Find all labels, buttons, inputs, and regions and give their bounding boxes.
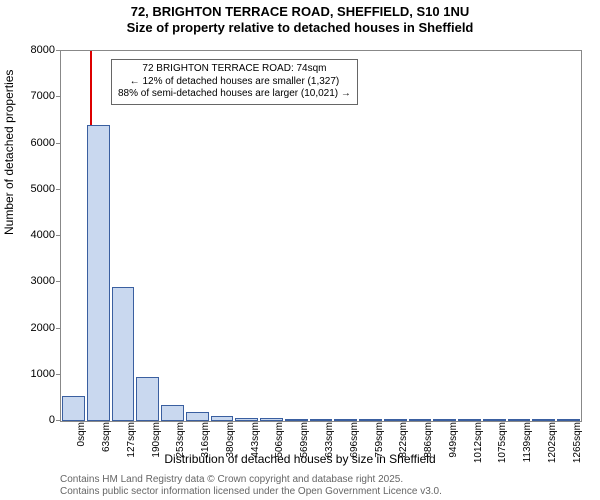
footer-line2: Contains public sector information licen… — [60, 486, 442, 498]
ytick-label: 5000 — [5, 183, 55, 195]
histogram-bar — [483, 419, 506, 421]
xtick-label: 949sqm — [448, 422, 459, 472]
histogram-bar — [285, 419, 308, 421]
xtick-label: 1265sqm — [572, 422, 583, 472]
xtick-label: 1139sqm — [522, 422, 533, 472]
annot-line1: 72 BRIGHTON TERRACE ROAD: 74sqm — [118, 63, 351, 76]
histogram-bar — [87, 125, 110, 421]
ytick-label: 8000 — [5, 44, 55, 56]
ytick-label: 4000 — [5, 229, 55, 241]
ytick-label: 2000 — [5, 322, 55, 334]
histogram-bar — [112, 287, 135, 421]
xtick-label: 0sqm — [76, 422, 87, 472]
title-line2: Size of property relative to detached ho… — [0, 20, 600, 36]
histogram-bar — [458, 419, 481, 421]
histogram-bar — [532, 419, 555, 421]
histogram-bar — [235, 418, 258, 421]
xtick-label: 127sqm — [126, 422, 137, 472]
histogram-bar — [211, 416, 234, 421]
histogram-bar — [186, 412, 209, 421]
histogram-bar — [409, 419, 432, 421]
ytick-label: 7000 — [5, 90, 55, 102]
histogram-bar — [433, 419, 456, 421]
plot-area: 72 BRIGHTON TERRACE ROAD: 74sqm ← 12% of… — [60, 50, 582, 422]
xtick-label: 886sqm — [423, 422, 434, 472]
xtick-label: 633sqm — [324, 422, 335, 472]
ytick-label: 1000 — [5, 368, 55, 380]
histogram-bar — [557, 419, 580, 421]
histogram-bar — [508, 419, 531, 421]
xtick-label: 443sqm — [250, 422, 261, 472]
xtick-label: 380sqm — [225, 422, 236, 472]
annot-line2: ← 12% of detached houses are smaller (1,… — [118, 76, 351, 89]
xtick-label: 822sqm — [398, 422, 409, 472]
xtick-label: 1202sqm — [547, 422, 558, 472]
histogram-bar — [384, 419, 407, 421]
histogram-bar — [136, 377, 159, 421]
footer-block: Contains HM Land Registry data © Crown c… — [60, 474, 442, 498]
xtick-label: 506sqm — [274, 422, 285, 472]
histogram-bar — [62, 396, 85, 421]
xtick-label: 1075sqm — [497, 422, 508, 472]
ytick-label: 6000 — [5, 137, 55, 149]
xtick-label: 759sqm — [374, 422, 385, 472]
histogram-bar — [161, 405, 184, 421]
annotation-box: 72 BRIGHTON TERRACE ROAD: 74sqm ← 12% of… — [111, 59, 358, 105]
histogram-bar — [310, 419, 333, 421]
ytick-label: 3000 — [5, 275, 55, 287]
xtick-label: 190sqm — [151, 422, 162, 472]
histogram-bar — [359, 419, 382, 421]
footer-line1: Contains HM Land Registry data © Crown c… — [60, 474, 442, 486]
histogram-bar — [260, 418, 283, 421]
histogram-bar — [334, 419, 357, 421]
ytick-label: 0 — [5, 414, 55, 426]
title-line1: 72, BRIGHTON TERRACE ROAD, SHEFFIELD, S1… — [0, 4, 600, 20]
annot-line3: 88% of semi-detached houses are larger (… — [118, 88, 351, 101]
xtick-label: 1012sqm — [473, 422, 484, 472]
title-block: 72, BRIGHTON TERRACE ROAD, SHEFFIELD, S1… — [0, 0, 600, 37]
xtick-label: 63sqm — [101, 422, 112, 472]
xtick-label: 253sqm — [175, 422, 186, 472]
xtick-label: 696sqm — [349, 422, 360, 472]
xtick-label: 569sqm — [299, 422, 310, 472]
xtick-label: 316sqm — [200, 422, 211, 472]
